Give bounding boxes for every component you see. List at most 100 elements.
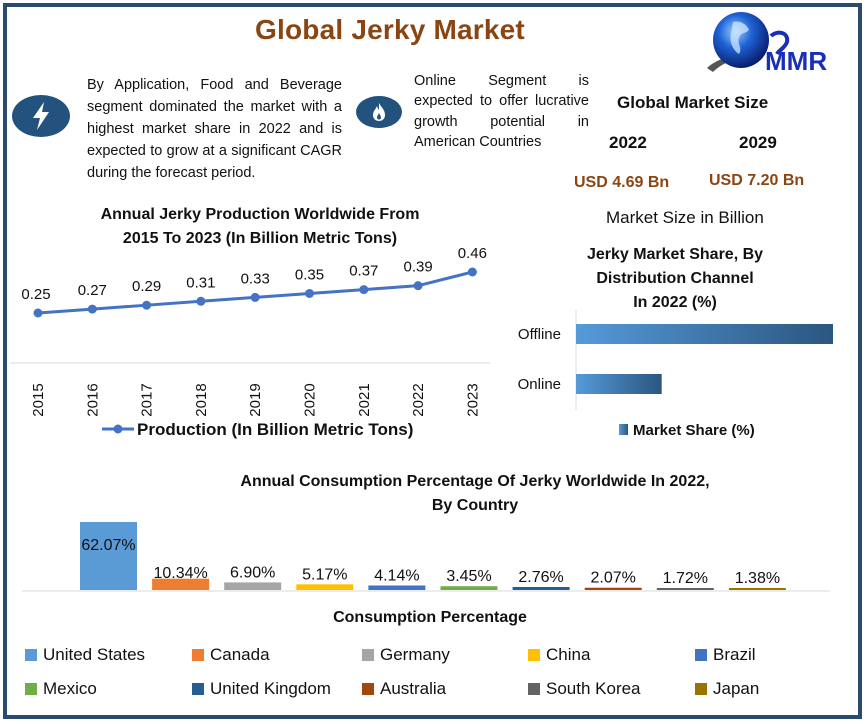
production-title-line-2: 2015 To 2023 (In Billion Metric Tons) [122, 230, 398, 247]
market-year-2029: 2029 [739, 133, 777, 152]
production-point [196, 296, 206, 306]
legend-item: Germany [362, 645, 450, 665]
distribution-bar-offline [576, 324, 833, 344]
legend-swatch [25, 683, 37, 695]
flame-icon [356, 96, 402, 128]
legend-point-marker [113, 424, 123, 434]
legend-label: United States [43, 645, 146, 664]
distribution-chart-title: Jerky Market Share, By Distribution Chan… [560, 243, 790, 315]
distribution-title-line-3: In 2022 (%) [633, 294, 717, 311]
legend-swatch [192, 649, 204, 661]
legend-item: Canada [192, 645, 270, 665]
highlight-food-beverage: By Application, Food and Beverage segmen… [87, 77, 342, 181]
consumption-data-label: 5.17% [302, 566, 347, 583]
x-tick-label: 2020 [302, 383, 319, 416]
distribution-title-line-2: Distribution Channel [596, 270, 754, 287]
market-value-2022: USD 4.69 Bn [574, 174, 670, 191]
legend-swatch [619, 424, 628, 435]
legend-item: South Korea [528, 679, 641, 699]
x-tick-label: 2017 [139, 383, 156, 416]
production-title-line-1: Annual Jerky Production Worldwide From [100, 206, 420, 223]
production-data-label: 0.39 [403, 259, 432, 276]
legend-label: Australia [380, 679, 447, 698]
legend-swatch [362, 649, 374, 661]
production-data-label: 0.35 [295, 266, 324, 283]
legend-label: China [546, 645, 591, 664]
consumption-bar [152, 578, 210, 590]
legend-label: Production (In Billion Metric Tons) [137, 420, 413, 439]
page-title: Global Jerky Market [255, 14, 525, 45]
production-point [359, 285, 369, 295]
legend-swatch [528, 649, 540, 661]
mmr-logo: MMR [703, 10, 853, 80]
legend-item: Australia [362, 679, 446, 699]
legend-swatch [695, 649, 707, 661]
legend-item: Brazil [695, 645, 756, 665]
production-point [413, 281, 423, 291]
x-tick-label: 2018 [193, 383, 210, 416]
consumption-data-label: 1.72% [663, 570, 708, 587]
legend-item: United States [25, 645, 145, 665]
x-tick-label: 2021 [356, 383, 373, 416]
consumption-bar [728, 588, 786, 590]
distribution-bar-online [576, 374, 662, 394]
x-tick-label: 2015 [30, 383, 47, 416]
production-chart-title: Annual Jerky Production Worldwide From 2… [60, 203, 460, 251]
production-point [305, 288, 314, 298]
production-point [142, 300, 152, 310]
market-year-2022: 2022 [609, 133, 647, 152]
consumption-axis-label: Consumption Percentage [333, 609, 527, 626]
consumption-bar [224, 582, 282, 590]
category-label: Offline [518, 326, 561, 343]
x-tick-label: 2019 [247, 383, 264, 416]
consumption-bar [440, 586, 498, 590]
legend-label: South Korea [546, 679, 641, 698]
market-size-caption: Market Size in Billion [606, 208, 764, 227]
legend-label: Brazil [713, 645, 756, 664]
production-data-label: 0.37 [349, 263, 378, 280]
consumption-chart-title: Annual Consumption Percentage Of Jerky W… [150, 470, 800, 518]
consumption-bar-chart: 62.07% 10.34% 6.90% 5.17% 4.14% 3.45% 2.76% 2.0… [22, 522, 830, 592]
production-data-label: 0.33 [241, 270, 270, 287]
distribution-bar-chart: Offline Online Market Share (%) [518, 310, 833, 439]
legend-label: Germany [380, 645, 450, 664]
legend-label: United Kingdom [210, 679, 331, 698]
consumption-bar [296, 584, 354, 590]
consumption-title-line-2: By Country [431, 497, 519, 514]
market-size-title: Global Market Size [617, 93, 769, 112]
consumption-data-label: 3.45% [446, 568, 491, 585]
consumption-data-label: 10.34% [153, 565, 207, 582]
legend-label: Canada [210, 645, 270, 664]
distribution-title-line-1: Jerky Market Share, By [586, 246, 764, 263]
production-point [250, 292, 260, 302]
category-label: Online [518, 376, 561, 393]
x-tick-label: 2022 [410, 383, 427, 416]
legend-item: United Kingdom [192, 679, 331, 699]
lightning-bolt-icon [12, 95, 70, 137]
legend-swatch [695, 683, 707, 695]
x-tick-label: 2023 [464, 383, 481, 416]
production-data-label: 0.31 [186, 274, 215, 291]
legend-label: Market Share (%) [633, 422, 755, 439]
legend-swatch [362, 683, 374, 695]
consumption-data-label: 6.90% [230, 564, 275, 581]
logo-text: MMR [765, 46, 827, 76]
x-tick-label: 2016 [84, 383, 101, 416]
production-point [87, 304, 97, 314]
legend-label: Japan [713, 679, 760, 698]
production-point [33, 308, 43, 318]
legend-swatch [528, 683, 540, 695]
legend-label: Mexico [43, 679, 97, 698]
consumption-bar [80, 522, 137, 590]
globe-logo-icon: MMR [707, 12, 827, 76]
highlight-online-segment: Online Segment is expected to offer lucr… [414, 73, 589, 151]
legend-swatch [192, 683, 204, 695]
production-data-label: 0.29 [132, 278, 161, 295]
consumption-bar [584, 587, 642, 590]
production-legend: Production (In Billion Metric Tons) [102, 420, 413, 439]
production-data-label: 0.25 [21, 286, 50, 303]
consumption-data-label: 4.14% [374, 567, 419, 584]
consumption-bar [512, 586, 570, 590]
consumption-bar [656, 588, 714, 590]
consumption-title-line-1: Annual Consumption Percentage Of Jerky W… [240, 473, 710, 490]
